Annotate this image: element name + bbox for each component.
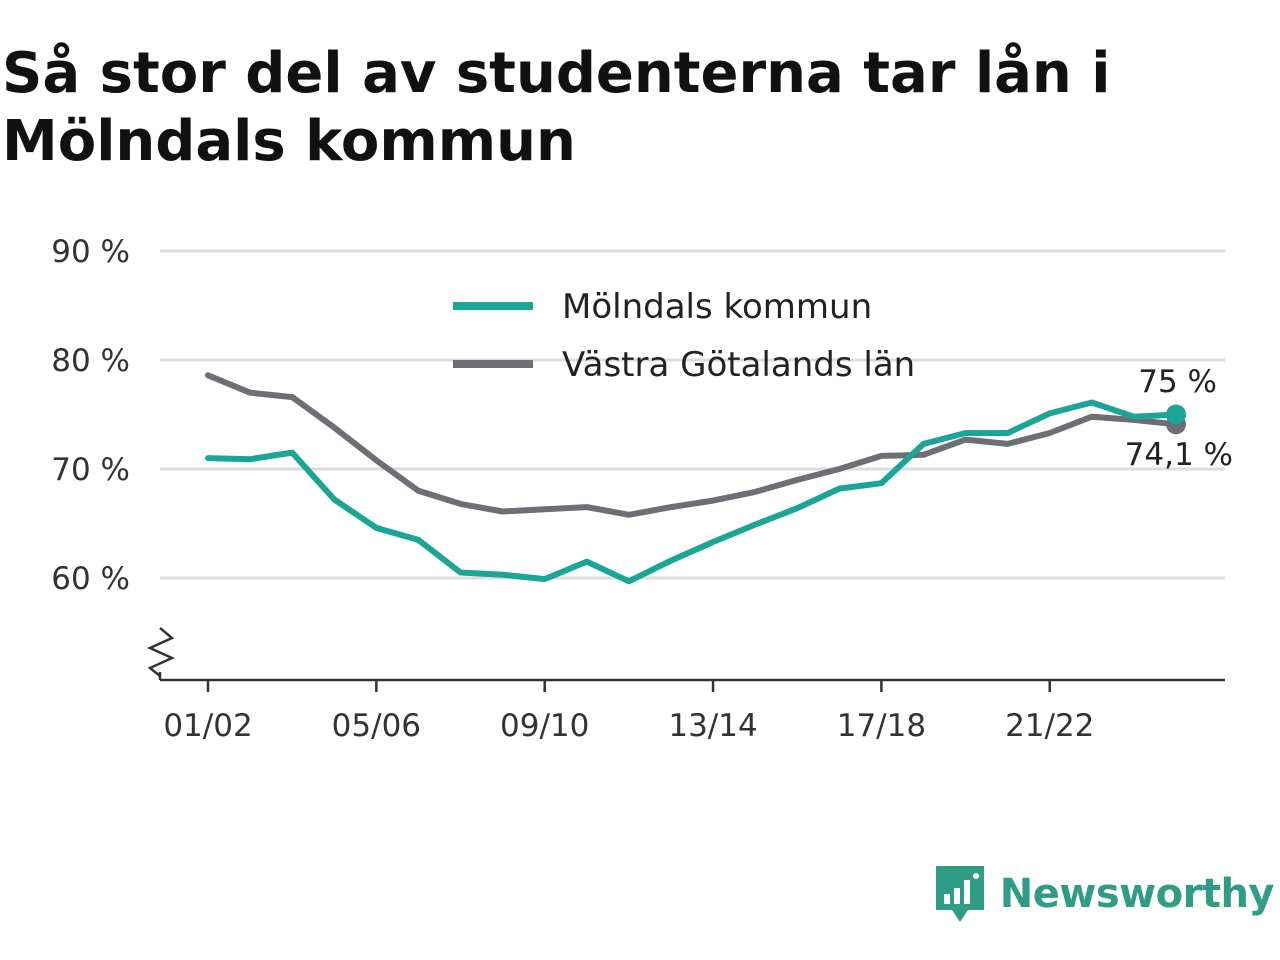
x-tick-label: 21/22: [1005, 708, 1094, 744]
brand-name: Newsworthy: [999, 871, 1275, 917]
x-tick-label: 05/06: [332, 708, 421, 744]
series-end-point: [1166, 404, 1186, 425]
series-lines: [205, 372, 1186, 585]
y-tick-label: 70 %: [51, 452, 130, 488]
y-tick-label: 90 %: [51, 234, 130, 270]
end-label-molndal: 75 %: [1138, 364, 1217, 400]
gridlines: [160, 249, 1225, 580]
x-tick-label: 13/14: [668, 708, 757, 744]
series-line: [205, 399, 1179, 585]
x-tick-label: 17/18: [837, 708, 926, 744]
x-tick-label: 09/10: [500, 708, 589, 744]
end-labels: 75 % 74,1 %: [1125, 364, 1233, 473]
end-label-vastra-gotaland: 74,1 %: [1125, 437, 1233, 473]
x-axis-ticks: 01/02 05/06 09/10 13/14 17/18 21/22: [163, 680, 1094, 744]
y-tick-label: 80 %: [51, 343, 130, 379]
legend-label: Mölndals kommun: [562, 287, 872, 327]
legend-label: Västra Götalands län: [562, 345, 915, 385]
x-tick-label: 01/02: [163, 708, 252, 744]
x-axis: [146, 627, 1225, 682]
brand: Newsworthy: [934, 864, 1275, 924]
chart-title: Så stor del av studenterna tar lån i Möl…: [2, 41, 1111, 174]
y-axis-break-icon: [146, 627, 176, 677]
y-tick-label: 60 %: [51, 561, 130, 597]
newsworthy-logo-icon: [935, 866, 984, 922]
series-line: [205, 372, 1179, 518]
legend: Mölndals kommun Västra Götalands län: [453, 287, 915, 385]
y-axis-ticks: 60 % 70 % 80 % 90 %: [51, 234, 130, 597]
